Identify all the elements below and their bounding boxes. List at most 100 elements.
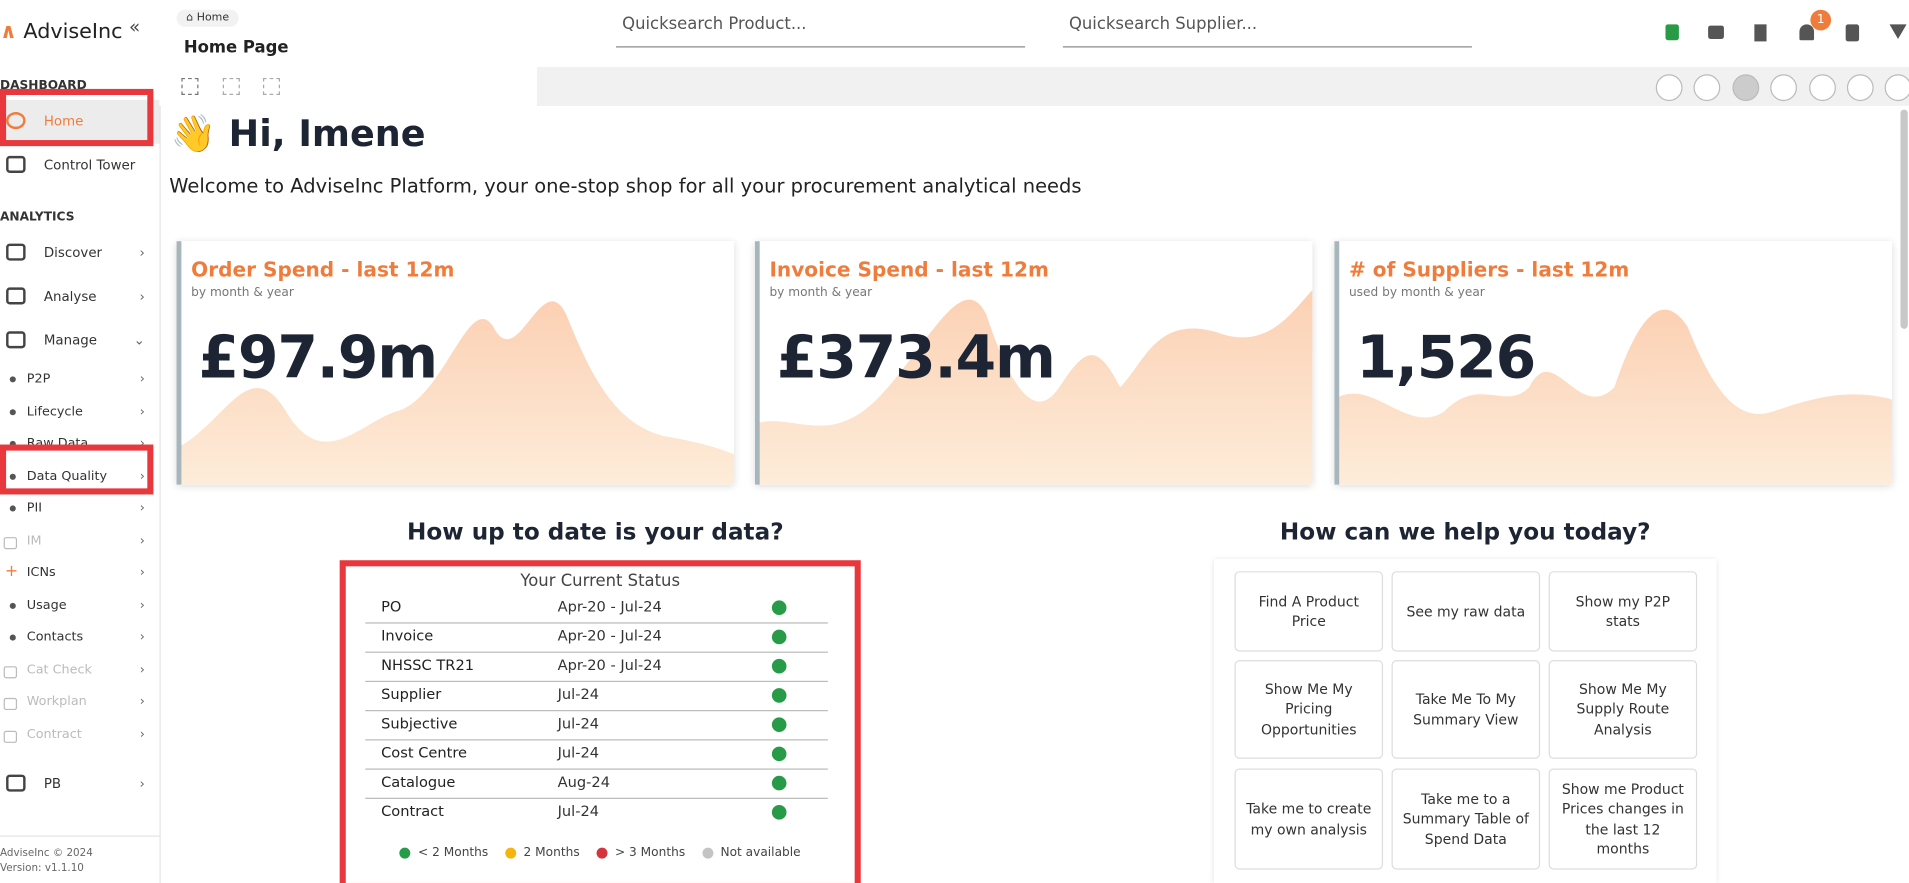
row-divider [365, 739, 828, 741]
search-icon[interactable] [1655, 74, 1683, 102]
chevron: › [139, 694, 145, 709]
nav-item[interactable]: Contract › [0, 718, 159, 750]
tool-icon[interactable] [181, 77, 199, 95]
nav-item[interactable]: Discover › [0, 231, 159, 275]
row-divider [365, 651, 828, 653]
collapse-button[interactable]: « [129, 15, 141, 38]
nav-label: Manage [43, 332, 98, 349]
row-divider [365, 710, 828, 712]
help-button[interactable]: Take me to a Summary Table of Spend Data [1391, 768, 1541, 870]
nav-item[interactable]: Data Quality › [0, 460, 159, 492]
bookmark-icon[interactable] [1754, 24, 1767, 42]
page-title: Home Page [183, 37, 289, 58]
card-title: # of Suppliers - last 12m [1348, 258, 1630, 282]
nav-item[interactable]: Usage › [0, 589, 159, 621]
lock-icon [3, 665, 18, 678]
card-bar [754, 241, 760, 485]
tool-icon[interactable] [262, 77, 281, 95]
chevron: › [139, 403, 145, 419]
nav-item[interactable]: Control Tower [0, 144, 159, 188]
bullet: + [4, 562, 19, 581]
help-button[interactable]: Show my P2P stats [1548, 571, 1698, 652]
status-range: Apr-20 - Jul-24 [557, 597, 662, 616]
support-icon[interactable] [1884, 74, 1909, 102]
greeting-text: Hi, Imene [228, 113, 426, 156]
feedback-icon[interactable] [1708, 25, 1724, 39]
help-button[interactable]: Show Me My Pricing Opportunities [1234, 660, 1384, 759]
card-value: 1,526 [1356, 323, 1536, 393]
legend-item: 2 Months [505, 846, 580, 860]
nav-item[interactable]: P2P › [0, 363, 159, 395]
help-button[interactable]: Take Me To My Summary View [1391, 660, 1541, 759]
status-name: Subjective [381, 714, 458, 732]
search-product[interactable]: Quicksearch Product... [616, 15, 1026, 48]
kpi-card: # of Suppliers - last 12m used by month &… [1334, 241, 1892, 485]
copyright: AdviseInc © 2024 [0, 847, 93, 860]
nav-item[interactable]: PB › [0, 762, 159, 806]
help-button[interactable]: See my raw data [1391, 571, 1541, 652]
chevron: › [139, 532, 145, 548]
nav-label: Cat Check [26, 661, 92, 677]
link-icon[interactable] [1846, 74, 1874, 102]
legend-label: > 3 Months [614, 846, 686, 860]
chevron: › [139, 436, 145, 451]
nav-item[interactable]: PII › [0, 492, 159, 524]
topbar: ⌂ Home Home Page Quicksearch Product... … [159, 0, 1909, 67]
legend-label: Not available [720, 846, 801, 860]
nav-item[interactable]: Manage ⌄ [0, 319, 159, 363]
sidebar: ∧ AdviseInc « DASHBOARD Home Control Tower… [0, 0, 161, 883]
chevron: › [139, 565, 145, 580]
nav-item[interactable]: Workplan › [0, 686, 159, 718]
help-button[interactable]: Find A Product Price [1234, 571, 1384, 652]
notification-badge: 1 [1810, 9, 1832, 31]
status-range: Jul-24 [557, 714, 600, 732]
bullet [9, 473, 16, 480]
filter-icon[interactable] [1889, 24, 1907, 39]
nav-icon [6, 243, 26, 261]
highlight-box [0, 88, 154, 147]
user-icon[interactable] [1732, 74, 1760, 102]
status-dot [771, 775, 787, 791]
status-legend: < 2 Months 2 Months > 3 Months Not availabl… [347, 846, 853, 860]
view-icon[interactable] [1809, 74, 1836, 102]
nav-icon [6, 155, 26, 173]
tasks-icon[interactable] [1845, 24, 1860, 42]
help-button[interactable]: Show me Product Prices changes in the la… [1548, 768, 1698, 870]
search-supplier[interactable]: Quicksearch Supplier... [1062, 15, 1472, 48]
nav-item[interactable]: Contacts › [0, 621, 159, 653]
status-name: Supplier [381, 685, 442, 703]
nav-item[interactable]: IM › [0, 524, 159, 556]
legend-swatch [505, 847, 517, 859]
status-range: Apr-20 - Jul-24 [557, 627, 662, 645]
status-range: Jul-24 [557, 685, 600, 703]
nav-label: ICNs [26, 565, 56, 580]
group-icon[interactable] [1770, 74, 1797, 102]
nav-label: Analyse [43, 288, 97, 305]
tool-icon[interactable] [222, 77, 240, 95]
status-range: Jul-24 [557, 744, 600, 762]
kpi-card: Order Spend - last 12m by month & year £97… [176, 241, 735, 485]
help-button[interactable]: Take me to create my own analysis [1234, 768, 1384, 870]
help-button[interactable]: Show Me My Supply Route Analysis [1548, 660, 1698, 759]
version: Version: v1.1.10 [0, 862, 84, 875]
nav-item[interactable]: Home [0, 99, 160, 144]
bullet [9, 376, 16, 383]
row-divider [365, 797, 828, 799]
status-dot [771, 658, 787, 674]
sparkline-area [754, 289, 1313, 485]
locate-icon[interactable] [1693, 74, 1721, 102]
status-range: Aug-24 [557, 773, 610, 791]
status-dot [771, 805, 787, 820]
breadcrumb[interactable]: ⌂ Home [176, 9, 239, 27]
nav-item[interactable]: Analyse › [0, 275, 159, 319]
nav-item[interactable]: + ICNs › [0, 557, 159, 589]
legend-swatch [596, 847, 608, 859]
nav-item[interactable]: Lifecycle › [0, 395, 159, 427]
bell-icon[interactable] [1799, 24, 1815, 41]
nav-label: PB [43, 775, 62, 792]
help-heading: How can we help you today? [1279, 518, 1651, 546]
bullet [9, 634, 16, 641]
clipboard-icon[interactable] [1665, 24, 1679, 41]
chevron: › [139, 629, 145, 645]
nav-item[interactable]: Cat Check › [0, 653, 159, 685]
